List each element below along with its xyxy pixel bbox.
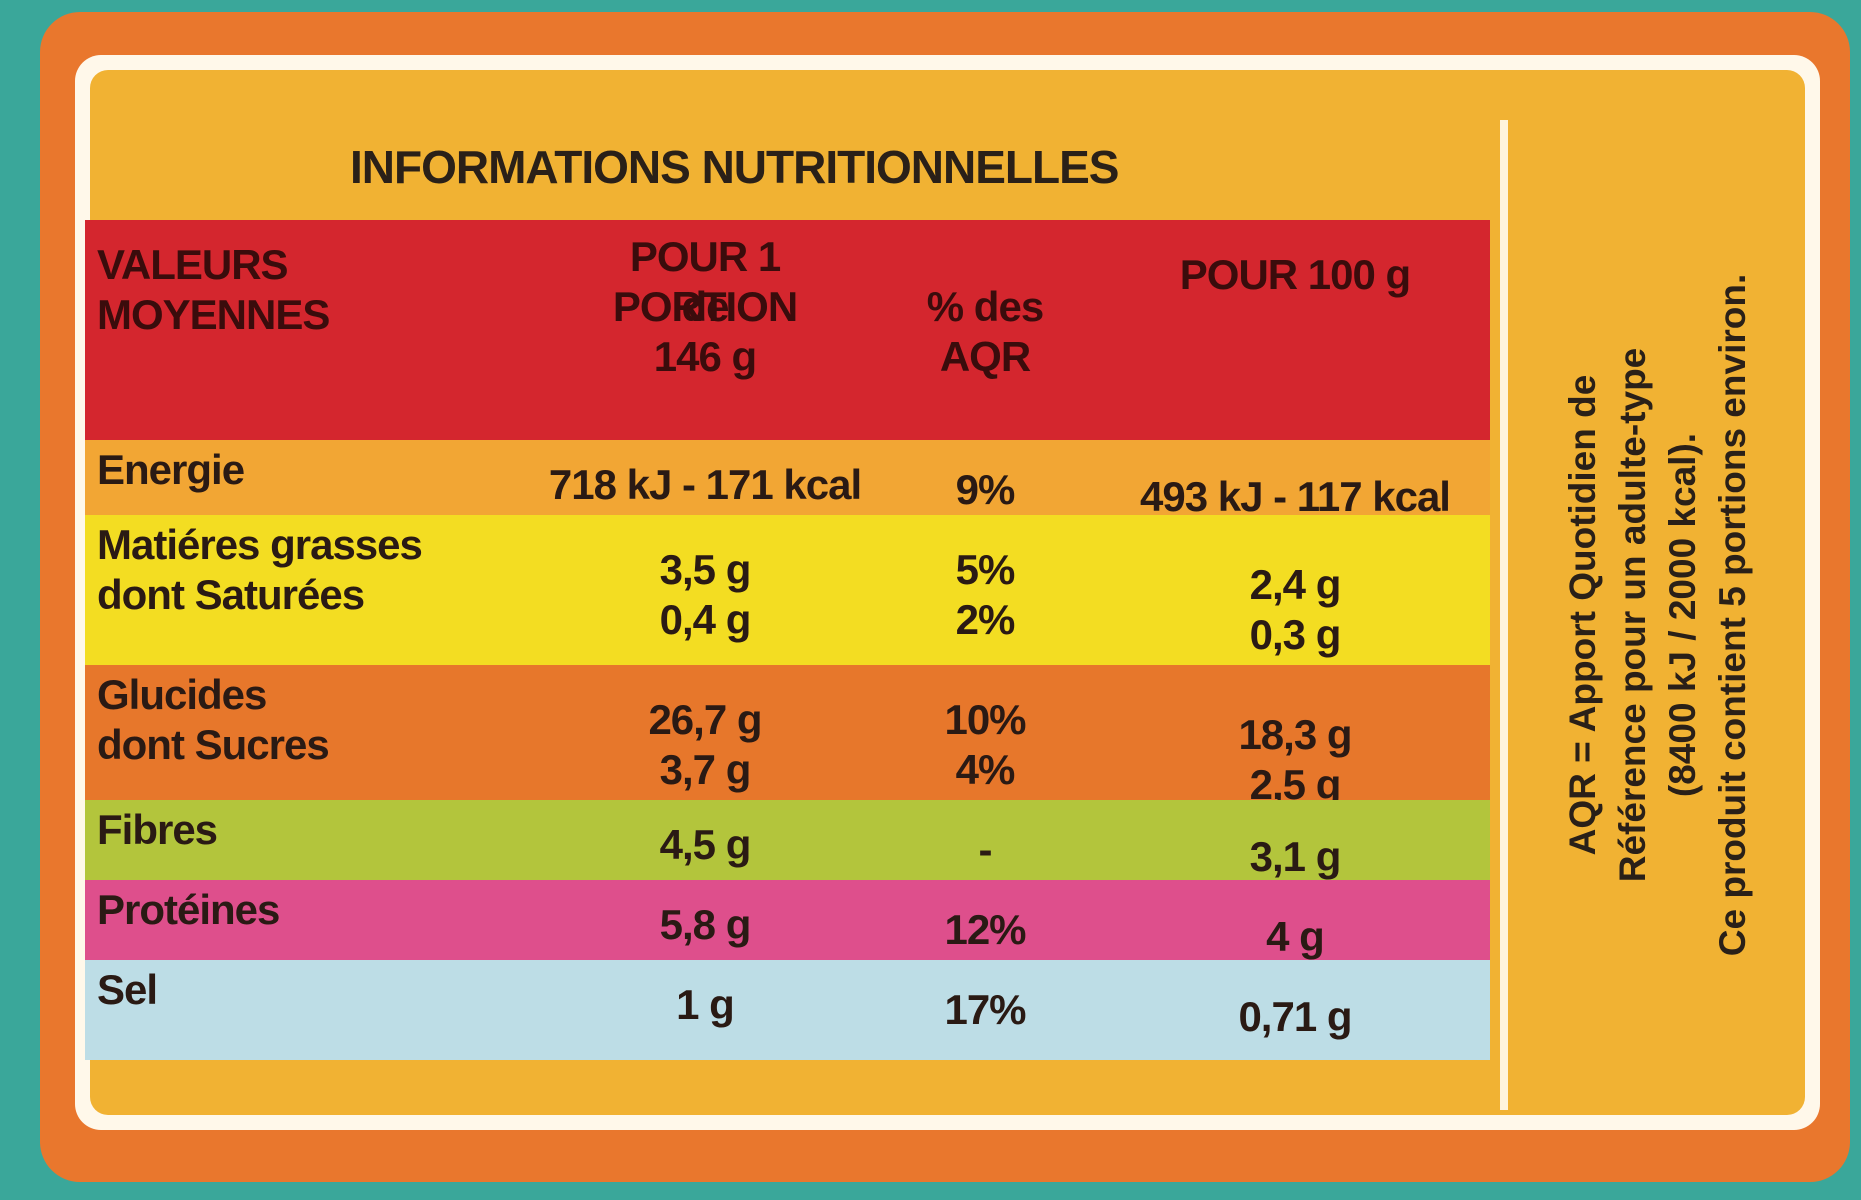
- portion-value: 0,4 g: [659, 596, 752, 643]
- table-row: Matiéres grasses dont Saturées 3,5 g 0,4 g 5…: [85, 515, 1490, 665]
- table-row: Fibres 4,5 g - 3,1 g: [85, 800, 1490, 880]
- table-row: Glucides dont Sucres 26,7 g 3,7 g 10% 4% 18,3 …: [85, 665, 1490, 808]
- header-cell: POUR 1 PORTION: [612, 233, 798, 330]
- per100-value: 4 g: [1266, 913, 1325, 960]
- header-cell: 146 g: [653, 333, 757, 380]
- row-label: dont Sucres: [97, 721, 330, 768]
- row-label: Sel: [97, 966, 158, 1013]
- note-line: Ce produit contient 5 portions environ.: [1712, 273, 1753, 957]
- header-cell: POUR 100 g: [1179, 251, 1411, 298]
- portion-value: 5,8 g: [659, 901, 752, 948]
- note-line: (8400 kJ / 2000 kcal).: [1662, 432, 1703, 798]
- note-line: Référence pour un adulte-type: [1612, 347, 1653, 883]
- header-cell: de: [681, 283, 729, 330]
- percent-value: 17%: [944, 986, 1026, 1033]
- percent-value: 9%: [955, 466, 1016, 513]
- header-row: VALEURS MOYENNES POUR 1 PORTION de 146 g % de…: [85, 220, 1490, 440]
- row-label: dont Saturées: [97, 571, 365, 618]
- row-label: Fibres: [97, 806, 218, 853]
- row-label: Glucides: [97, 671, 267, 718]
- percent-value: 2%: [955, 596, 1016, 643]
- per100-value: 3,1 g: [1249, 833, 1342, 880]
- per100-value: 493 kJ - 117 kcal: [1140, 473, 1451, 520]
- per100-value: 2,4 g: [1249, 561, 1342, 608]
- row-label: Energie: [97, 446, 245, 493]
- note: AQR = Apport Quotidien de Référence pour …: [1558, 140, 1758, 1090]
- table-row: Protéines 5,8 g 12% 4 g: [85, 880, 1490, 960]
- table-row: Energie 718 kJ - 171 kcal 9% 493 kJ - 117 k…: [85, 440, 1490, 520]
- header-cell: VALEURS: [97, 241, 289, 288]
- header-cell: AQR: [939, 333, 1031, 380]
- portion-value: 26,7 g: [648, 696, 762, 743]
- header-cell: MOYENNES: [97, 291, 330, 338]
- row-label: Matiéres grasses: [97, 521, 423, 568]
- percent-value: 4%: [955, 746, 1016, 793]
- title: INFORMATIONS NUTRITIONNELLES: [350, 141, 1119, 193]
- percent-value: 5%: [955, 546, 1016, 593]
- percent-value: 10%: [944, 696, 1026, 743]
- portion-value: 1 g: [676, 981, 735, 1028]
- percent-value: 12%: [944, 906, 1026, 953]
- per100-value: 0,3 g: [1249, 611, 1342, 658]
- portion-value: 3,7 g: [659, 746, 752, 793]
- note-line: AQR = Apport Quotidien de: [1562, 374, 1603, 856]
- portion-value: 718 kJ - 171 kcal: [548, 461, 862, 508]
- portion-value: 4,5 g: [659, 821, 752, 868]
- side-note: AQR = Apport Quotidien de Référence pour …: [1500, 120, 1808, 1110]
- percent-value: -: [978, 826, 993, 873]
- header-cell: % des: [926, 283, 1044, 330]
- table-row: Sel 1 g 17% 0,71 g: [85, 960, 1490, 1060]
- per100-value: 0,71 g: [1238, 993, 1352, 1040]
- per100-value: 18,3 g: [1238, 711, 1352, 758]
- portion-value: 3,5 g: [659, 546, 752, 593]
- nutrition-table: VALEURS MOYENNES POUR 1 PORTION de 146 g % de…: [85, 220, 1490, 1100]
- row-label: Protéines: [97, 886, 280, 933]
